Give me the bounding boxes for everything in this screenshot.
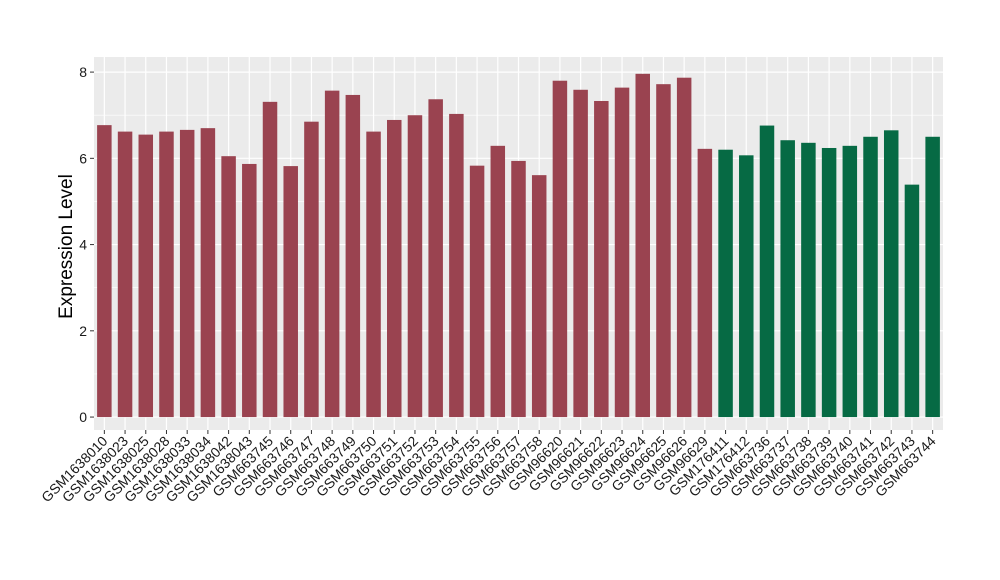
bar-GSM663752 bbox=[407, 115, 423, 418]
bar-GSM663754 bbox=[449, 113, 464, 418]
bar-GSM1638023 bbox=[117, 131, 133, 418]
bar-GSM96622 bbox=[594, 100, 609, 418]
bar-GSM96624 bbox=[635, 73, 650, 418]
y-tick-label: 4 bbox=[79, 237, 87, 253]
bar-GSM96629 bbox=[697, 148, 713, 418]
bar-GSM1638025 bbox=[138, 134, 154, 418]
bar-GSM96621 bbox=[573, 89, 588, 418]
bar-GSM663736 bbox=[759, 125, 775, 418]
bar-GSM1638033 bbox=[179, 129, 195, 418]
y-axis: 0 2 4 6 8 bbox=[79, 64, 94, 425]
bar-GSM663741 bbox=[863, 136, 878, 418]
y-axis-title: Expression Level bbox=[56, 174, 77, 319]
x-axis: GSM1638010GSM1638023GSM1638025GSM1638028… bbox=[38, 430, 939, 505]
bars bbox=[97, 73, 940, 418]
bar-GSM663750 bbox=[366, 131, 381, 418]
bar-GSM1638043 bbox=[242, 163, 257, 418]
bar-GSM1638042 bbox=[221, 156, 236, 418]
bar-GSM663755 bbox=[469, 165, 485, 418]
bar-GSM663751 bbox=[387, 119, 402, 418]
bar-GSM1638010 bbox=[97, 125, 112, 418]
bar-GSM663756 bbox=[490, 145, 506, 418]
bar-GSM663744 bbox=[925, 136, 940, 418]
bar-GSM663742 bbox=[883, 130, 899, 418]
bar-GSM1638034 bbox=[200, 128, 216, 418]
y-tick-label: 0 bbox=[79, 409, 87, 425]
bar-GSM176411 bbox=[718, 149, 733, 418]
bar-GSM663737 bbox=[780, 140, 795, 418]
bar-GSM663757 bbox=[511, 160, 526, 418]
bar-GSM96626 bbox=[676, 77, 692, 418]
bar-GSM176412 bbox=[739, 155, 754, 418]
bar-GSM663749 bbox=[345, 94, 361, 418]
y-tick-label: 6 bbox=[79, 150, 87, 166]
bar-GSM96620 bbox=[552, 80, 568, 418]
bar-GSM96625 bbox=[656, 84, 671, 418]
y-tick-label: 2 bbox=[79, 323, 87, 339]
bar-GSM663745 bbox=[262, 101, 278, 418]
bar-GSM663740 bbox=[842, 145, 858, 418]
bar-GSM1638028 bbox=[159, 131, 174, 418]
y-tick-label: 8 bbox=[79, 64, 87, 80]
bar-GSM663758 bbox=[531, 175, 547, 418]
bar-GSM663748 bbox=[324, 90, 340, 418]
bar-GSM663743 bbox=[904, 184, 920, 418]
bar-GSM96623 bbox=[614, 87, 630, 418]
bar-GSM663739 bbox=[821, 147, 837, 418]
bar-GSM663753 bbox=[428, 99, 443, 418]
bar-GSM663738 bbox=[801, 142, 816, 418]
bar-GSM663747 bbox=[304, 121, 319, 418]
bar-GSM663746 bbox=[283, 166, 298, 418]
